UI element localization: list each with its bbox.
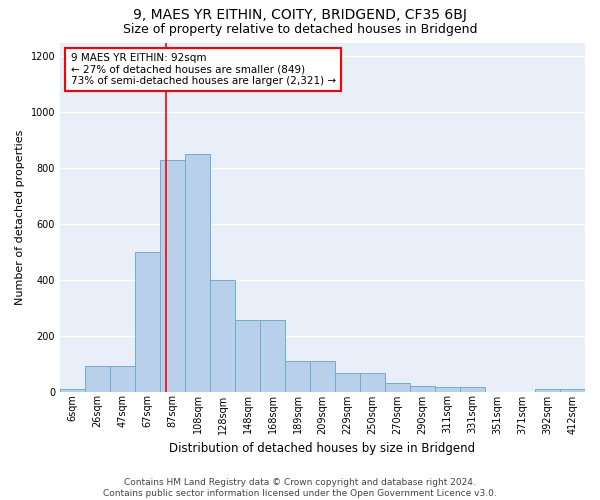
Text: 9 MAES YR EITHIN: 92sqm
← 27% of detached houses are smaller (849)
73% of semi-d: 9 MAES YR EITHIN: 92sqm ← 27% of detache… <box>71 53 335 86</box>
Bar <box>160 160 185 392</box>
Bar <box>210 280 235 392</box>
Bar <box>410 386 435 392</box>
Bar <box>385 383 410 392</box>
Text: 9, MAES YR EITHIN, COITY, BRIDGEND, CF35 6BJ: 9, MAES YR EITHIN, COITY, BRIDGEND, CF35… <box>133 8 467 22</box>
Bar <box>185 154 210 392</box>
Bar <box>435 388 460 392</box>
Bar <box>360 374 385 392</box>
Text: Size of property relative to detached houses in Bridgend: Size of property relative to detached ho… <box>123 22 477 36</box>
Bar <box>335 374 360 392</box>
Bar <box>285 361 310 392</box>
X-axis label: Distribution of detached houses by size in Bridgend: Distribution of detached houses by size … <box>169 442 476 455</box>
Bar <box>235 320 260 392</box>
Bar <box>560 388 585 392</box>
Bar <box>460 388 485 392</box>
Y-axis label: Number of detached properties: Number of detached properties <box>15 130 25 304</box>
Bar <box>85 366 110 392</box>
Bar <box>110 366 135 392</box>
Text: Contains HM Land Registry data © Crown copyright and database right 2024.
Contai: Contains HM Land Registry data © Crown c… <box>103 478 497 498</box>
Bar <box>310 361 335 392</box>
Bar <box>260 320 285 392</box>
Bar <box>535 388 560 392</box>
Bar <box>60 388 85 392</box>
Bar <box>135 252 160 392</box>
